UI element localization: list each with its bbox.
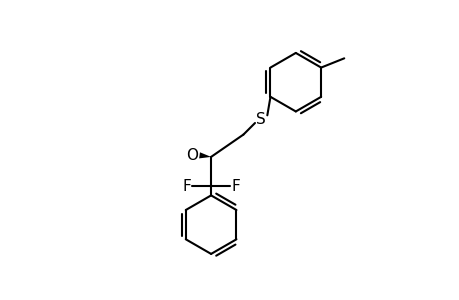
Text: S: S [256, 112, 265, 127]
Text: F: F [231, 178, 240, 194]
Polygon shape [199, 152, 211, 158]
Text: O: O [185, 148, 197, 163]
Text: F: F [182, 178, 190, 194]
